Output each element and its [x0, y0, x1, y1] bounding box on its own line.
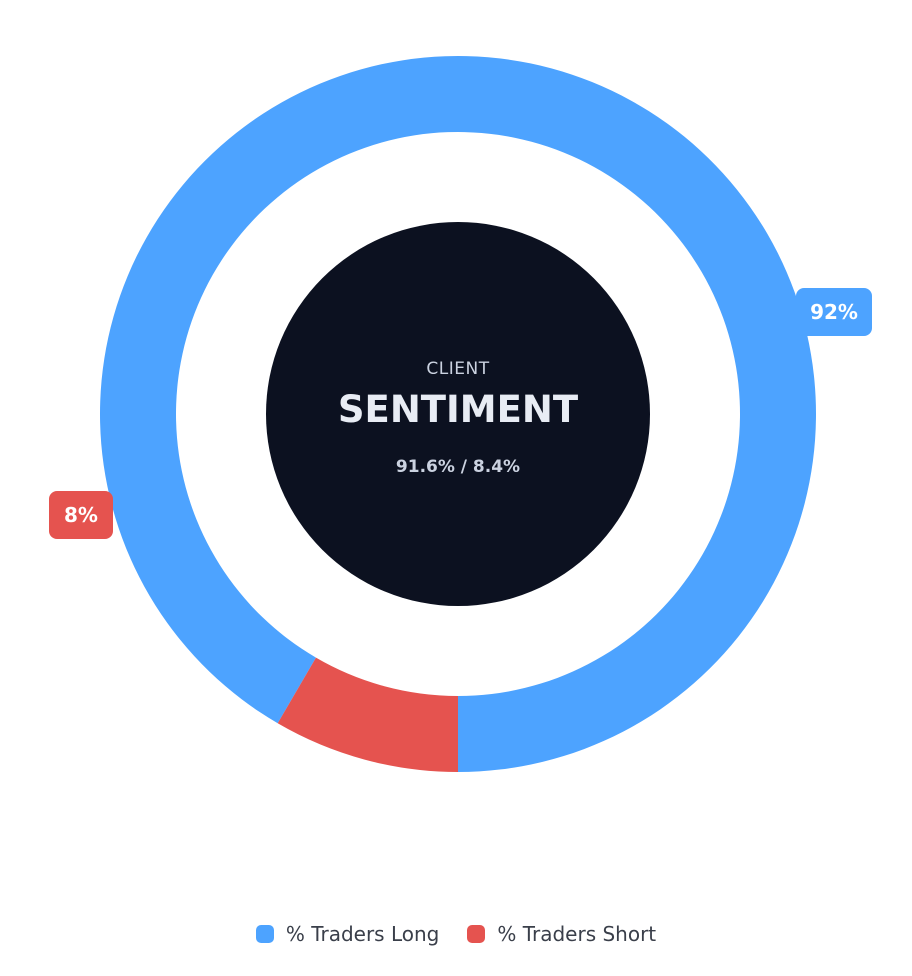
legend-swatch-short: [467, 925, 486, 943]
data-label-short-text: 8%: [64, 503, 98, 527]
center-circle: [266, 222, 650, 606]
donut-chart: CLIENT SENTIMENT 91.6% / 8.4% 92% 8%: [49, 55, 872, 772]
legend-swatch-long: [255, 925, 274, 943]
center-subtitle: CLIENT: [426, 359, 489, 379]
data-label-short-badge: [49, 491, 113, 539]
legend-item-short[interactable]: % Traders Short: [467, 922, 656, 946]
slices-layer: [99, 55, 816, 772]
legend-label-short: % Traders Short: [497, 922, 657, 946]
legend-label-long: % Traders Long: [285, 922, 440, 946]
center-title: SENTIMENT: [338, 388, 579, 431]
legend-item-long[interactable]: % Traders Long: [255, 922, 440, 946]
data-label-long: 92%: [796, 288, 872, 336]
labels-layer: 92% 8%: [49, 288, 872, 539]
data-label-short: 8%: [49, 491, 113, 539]
data-label-long-badge: [796, 288, 872, 336]
center-ratio: 91.6% / 8.4%: [396, 457, 520, 477]
legend: % Traders Long % Traders Short: [0, 922, 912, 946]
slice-traders-short[interactable]: [277, 657, 458, 772]
data-label-long-text: 92%: [810, 300, 858, 324]
